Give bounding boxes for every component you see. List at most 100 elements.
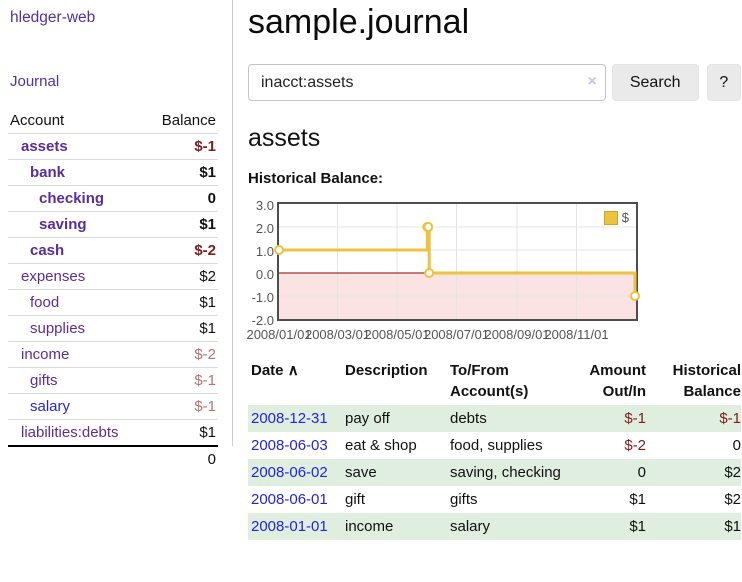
account-link[interactable]: liabilities:debts: [21, 424, 119, 441]
historical-balance-chart: $ 3.0 2.0 1.0 0.0 -1.0 -2.0 2008/01/01 2008/03/…: [246, 198, 741, 342]
transaction-date-link[interactable]: 2008-06-03: [251, 437, 328, 455]
x-axis-tick-label: 2008/09/01: [484, 327, 550, 343]
transaction-description: pay off: [345, 410, 390, 428]
x-axis-tick-label: 2008/11/01: [544, 327, 609, 343]
register-header-row: Date ∧ Description To/From Account(s) Am…: [248, 357, 741, 405]
app-brand-link[interactable]: hledger-web: [10, 9, 96, 26]
account-link[interactable]: gifts: [30, 372, 58, 389]
account-link[interactable]: food: [30, 294, 60, 311]
account-row: liabilities:debts $1: [8, 419, 218, 447]
transaction-amount: $1: [629, 518, 646, 536]
register-header-accounts: To/From Account(s): [450, 362, 529, 401]
transaction-date-link[interactable]: 2008-06-01: [251, 491, 328, 509]
account-balance: $1: [199, 320, 216, 337]
transaction-description: save: [345, 464, 377, 482]
account-link[interactable]: cash: [30, 242, 65, 259]
register-header-description: Description: [345, 362, 428, 380]
transaction-date-link[interactable]: 2008-12-31: [251, 410, 328, 428]
account-link[interactable]: expenses: [21, 268, 86, 285]
account-balance: $1: [199, 294, 216, 311]
help-button[interactable]: ?: [706, 64, 741, 102]
chart-section-label: Historical Balance:: [248, 170, 384, 188]
main-content: sample.journal × Search ? assets Histori…: [246, 0, 741, 541]
account-balance: $-1: [194, 138, 216, 155]
data-point-marker[interactable]: [630, 291, 641, 302]
data-point-marker[interactable]: [423, 222, 434, 233]
register-row: 2008-06-03 eat & shop food, supplies $-2 0: [248, 432, 741, 459]
search-bar: × Search ?: [248, 64, 741, 102]
clear-search-icon[interactable]: ×: [587, 73, 597, 91]
transaction-accounts: salary: [450, 518, 491, 536]
account-row: checking 0: [8, 185, 218, 212]
account-balance: 0: [207, 190, 216, 207]
sidebar: hledger-web Journal Account Balance asse…: [0, 0, 233, 472]
transaction-description: eat & shop: [345, 437, 417, 455]
account-link[interactable]: checking: [39, 190, 105, 207]
transaction-accounts: debts: [450, 410, 487, 428]
account-row: supplies $1: [8, 315, 218, 342]
nav-journal-link[interactable]: Journal: [10, 73, 60, 90]
transaction-balance: $1: [724, 518, 741, 536]
chart-plot-area: $ 3.0 2.0 1.0 0.0 -1.0 -2.0 2008/01/01 2008/03/…: [246, 198, 641, 342]
y-axis-tick-label: 3.0: [255, 198, 274, 214]
x-axis-tick-label: 2008/03/01: [304, 327, 371, 343]
search-button[interactable]: Search: [611, 64, 699, 102]
transaction-amount: $-2: [624, 437, 646, 455]
sidebar-nav: Journal: [10, 73, 232, 91]
account-heading: assets: [248, 124, 321, 153]
transaction-balance: $2: [724, 491, 741, 509]
account-row: gifts $-1: [8, 367, 218, 394]
data-point-marker[interactable]: [424, 268, 435, 279]
search-input[interactable]: [248, 64, 606, 102]
account-link[interactable]: saving: [39, 216, 87, 233]
y-axis-tick-label: 0.0: [255, 267, 274, 283]
x-axis-tick-label: 2008/07/01: [423, 327, 490, 343]
account-link[interactable]: supplies: [30, 320, 86, 337]
register-row: 2008-06-01 gift gifts $1 $2: [248, 486, 741, 513]
register-row: 2008-06-02 save saving, checking 0 $2: [248, 459, 741, 487]
account-row: bank $1: [8, 159, 218, 186]
transaction-balance: 0: [732, 437, 741, 455]
account-row: salary $-1: [8, 393, 218, 420]
account-balance: $-1: [194, 372, 216, 389]
account-row: food $1: [8, 289, 218, 316]
transaction-amount: $-1: [624, 410, 646, 428]
account-link[interactable]: bank: [30, 164, 66, 181]
account-row: expenses $2: [8, 263, 218, 290]
accounts-header-balance: Balance: [161, 112, 216, 129]
legend-label: $: [621, 210, 629, 226]
register-row: 2008-12-31 pay off debts $-1 $-1: [248, 405, 741, 433]
transaction-date-link[interactable]: 2008-06-02: [251, 464, 328, 482]
register-table: Date ∧ Description To/From Account(s) Am…: [248, 357, 741, 541]
account-row: assets $-1: [8, 133, 218, 160]
account-link[interactable]: income: [21, 346, 70, 363]
data-point-marker[interactable]: [274, 245, 284, 256]
account-balance: $2: [199, 268, 216, 285]
transaction-date-link[interactable]: 2008-01-01: [251, 518, 328, 536]
account-row: cash $-2: [8, 237, 218, 264]
page-title: sample.journal: [248, 3, 470, 41]
transaction-amount: 0: [637, 464, 646, 482]
account-balance: $1: [199, 164, 216, 181]
account-balance: $-1: [194, 398, 216, 415]
transaction-balance: $2: [724, 464, 741, 482]
y-axis-tick-label: -2.0: [251, 313, 274, 329]
chart-canvas: [274, 204, 641, 320]
account-balance: $1: [199, 216, 216, 233]
register-header-balance: Historical Balance: [672, 362, 741, 401]
account-link[interactable]: salary: [30, 398, 71, 415]
accounts-table: Account Balance assets $-1 bank $1 checking 0…: [8, 108, 218, 472]
legend-swatch-icon: [603, 210, 618, 225]
account-balance: $-2: [194, 346, 216, 363]
account-row: income $-2: [8, 341, 218, 368]
account-row: saving $1: [8, 211, 218, 238]
y-axis-tick-label: 1.0: [255, 244, 274, 260]
transaction-accounts: food, supplies: [450, 437, 543, 455]
accounts-header-account: Account: [10, 112, 65, 129]
transaction-balance: $-1: [719, 410, 741, 428]
account-link[interactable]: assets: [21, 138, 68, 155]
y-axis-tick-label: 2.0: [255, 221, 274, 237]
transaction-description: income: [345, 518, 394, 536]
register-header-date[interactable]: Date ∧: [251, 362, 299, 380]
transaction-accounts: saving, checking: [450, 464, 561, 482]
